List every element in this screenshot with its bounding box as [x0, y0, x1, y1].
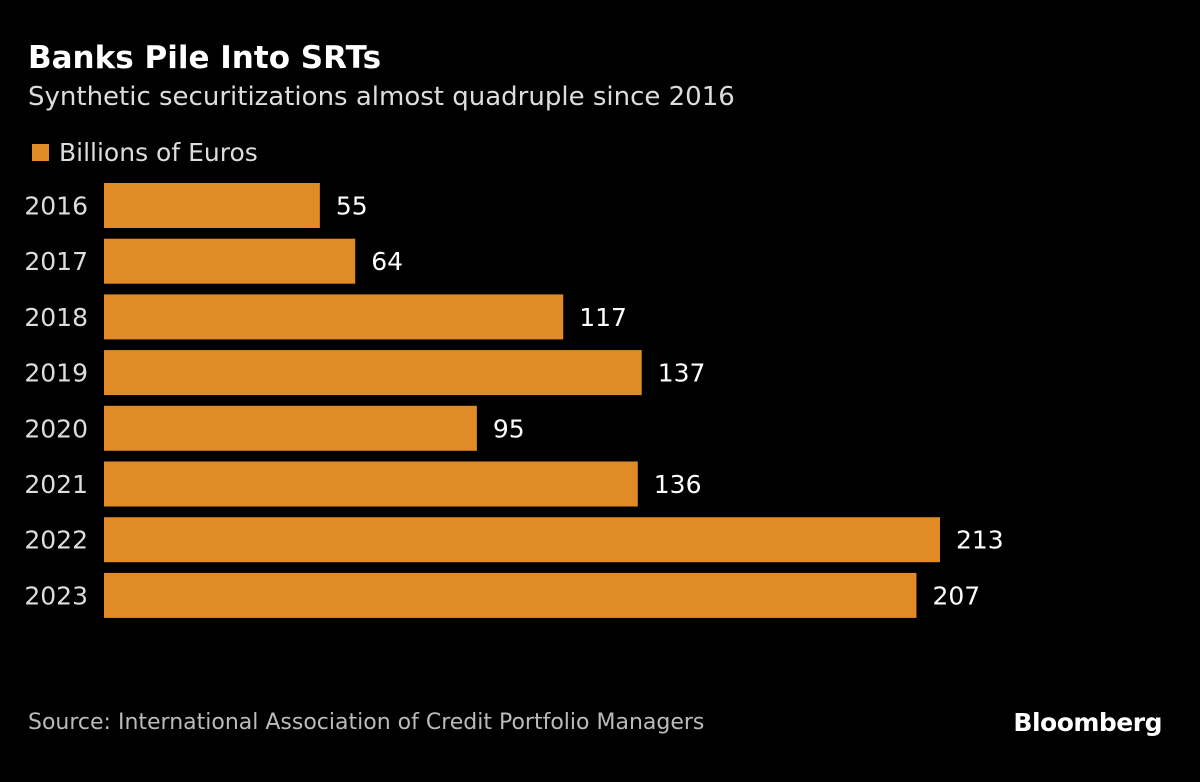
data-label: 95 — [493, 414, 525, 443]
data-label: 136 — [654, 470, 702, 499]
category-label: 2023 — [24, 581, 88, 610]
bar-2021 — [104, 461, 638, 507]
bar-2019 — [104, 350, 642, 396]
category-label: 2020 — [24, 414, 88, 443]
category-label: 2021 — [24, 470, 88, 499]
bar-2020 — [104, 405, 477, 451]
category-label: 2018 — [24, 303, 88, 332]
source-note: Source: International Association of Cre… — [28, 710, 705, 735]
chart-title: Banks Pile Into SRTs — [28, 40, 382, 76]
legend-swatch — [32, 144, 49, 161]
category-label: 2022 — [24, 526, 88, 555]
legend-label: Billions of Euros — [59, 138, 258, 167]
bar-2016 — [104, 183, 320, 228]
bar-2023 — [104, 572, 917, 618]
bar-2022 — [104, 517, 940, 563]
data-label: 64 — [371, 247, 403, 276]
data-label: 117 — [579, 303, 627, 332]
data-label: 137 — [658, 359, 706, 388]
data-label: 55 — [336, 192, 368, 221]
data-label: 213 — [956, 526, 1004, 555]
data-label: 207 — [932, 581, 980, 610]
category-label: 2016 — [24, 192, 88, 221]
bar-2018 — [104, 294, 564, 340]
category-label: 2017 — [24, 247, 88, 276]
chart-subtitle: Synthetic securitizations almost quadrup… — [28, 82, 735, 112]
bloomberg-logo: Bloomberg — [1013, 708, 1162, 737]
legend: Billions of Euros — [32, 138, 258, 167]
category-label: 2019 — [24, 359, 88, 388]
bar-2017 — [104, 238, 356, 284]
